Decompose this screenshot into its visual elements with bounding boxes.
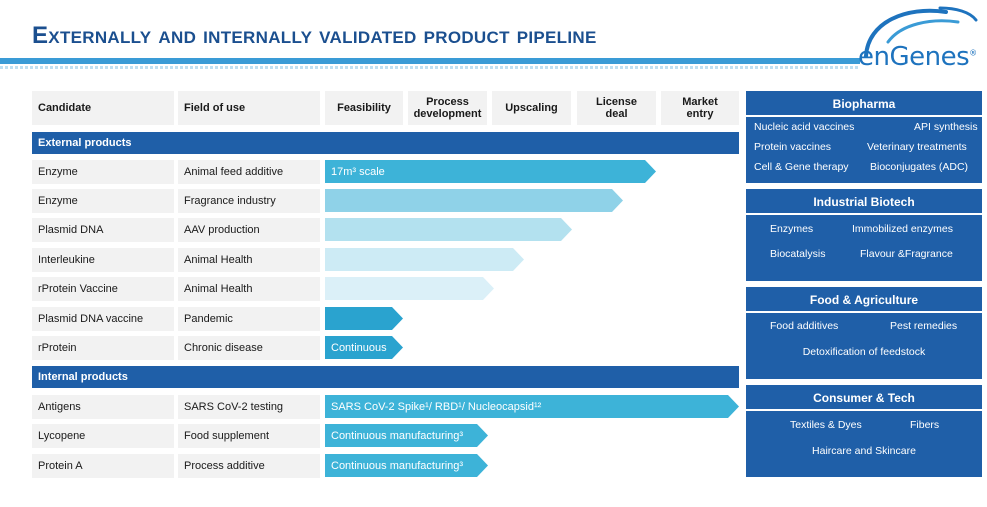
row-10-candidate: Protein A xyxy=(32,454,174,478)
biopharma-item: Nucleic acid vaccines xyxy=(754,121,855,133)
row-4-field: Animal Health xyxy=(178,248,320,272)
row-10-progress-arrow: Continuous manufacturing³ xyxy=(325,454,488,477)
biopharma-item: Bioconjugates (ADC) xyxy=(870,161,969,173)
industrial-item: Biocatalysis xyxy=(770,248,826,260)
row-5-field: Animal Health xyxy=(178,277,320,301)
row-5-candidate: rProtein Vaccine xyxy=(32,277,174,301)
row-2-progress-arrow xyxy=(325,189,623,212)
row-7-candidate: rProtein xyxy=(32,336,174,360)
header-field-of-use: Field of use xyxy=(178,91,320,125)
panel-industrial-divider xyxy=(746,213,982,215)
header-upscaling: Upscaling xyxy=(492,91,571,125)
row-4-progress-arrow xyxy=(325,248,524,271)
header-license-deal: License deal xyxy=(577,91,656,125)
section-internal-products: Internal products xyxy=(32,366,739,388)
row-6-progress-arrow xyxy=(325,307,403,330)
engenes-logo-icon xyxy=(864,6,978,58)
section-external-products: External products xyxy=(32,132,739,154)
title-underline-dotted xyxy=(0,66,860,69)
row-7-field: Chronic disease xyxy=(178,336,320,360)
row-4-candidate: Interleukine xyxy=(32,248,174,272)
row-2-candidate: Enzyme xyxy=(32,189,174,213)
header-market-entry: Market entry xyxy=(661,91,739,125)
panel-consumer-tech: Consumer & Tech Textiles & Dyes Fibers H… xyxy=(746,385,982,477)
panel-food-title: Food & Agriculture xyxy=(809,293,919,307)
food-item: Detoxification of feedstock xyxy=(802,346,926,358)
panel-industrial-biotech: Industrial Biotech Enzymes Immobilized e… xyxy=(746,189,982,281)
food-item: Pest remedies xyxy=(890,320,958,332)
row-7-progress-arrow: Continuous xyxy=(325,336,403,359)
slide-title: Externally and internally validated prod… xyxy=(32,22,597,49)
panel-food-divider xyxy=(746,311,982,313)
row-2-field: Fragrance industry xyxy=(178,189,320,213)
industrial-item: Immobilized enzymes xyxy=(852,223,953,235)
row-9-candidate: Lycopene xyxy=(32,424,174,448)
biopharma-item: Veterinary treatments xyxy=(867,141,967,153)
row-10-field: Process additive xyxy=(178,454,320,478)
panel-biopharma-title: Biopharma xyxy=(832,97,896,111)
biopharma-item: Cell & Gene therapy xyxy=(754,161,849,173)
industrial-item: Enzymes xyxy=(770,223,814,235)
row-8-progress-arrow: SARS CoV-2 Spike¹/ RBD¹/ Nucleocapsid¹² xyxy=(325,395,739,418)
consumer-item: Textiles & Dyes xyxy=(790,419,862,431)
food-item: Food additives xyxy=(770,320,839,332)
panel-food-agriculture: Food & Agriculture Food additives Pest r… xyxy=(746,287,982,379)
row-6-field: Pandemic xyxy=(178,307,320,331)
row-9-field: Food supplement xyxy=(178,424,320,448)
panel-biopharma: Biopharma Nucleic acid vaccines API synt… xyxy=(746,91,982,183)
row-1-field: Animal feed additive xyxy=(178,160,320,184)
row-3-progress-arrow xyxy=(325,218,572,241)
biopharma-item: Protein vaccines xyxy=(754,141,832,153)
header-process-development: Process development xyxy=(408,91,487,125)
panel-industrial-title: Industrial Biotech xyxy=(813,195,915,209)
logo-wordmark: enGenes® xyxy=(858,42,977,72)
industrial-item: Flavour &Fragrance xyxy=(860,248,953,260)
biopharma-item: API synthesis xyxy=(914,121,978,133)
header-candidate: Candidate xyxy=(32,91,174,125)
row-8-candidate: Antigens xyxy=(32,395,174,419)
header-feasibility: Feasibility xyxy=(325,91,403,125)
consumer-item: Haircare and Skincare xyxy=(812,445,916,457)
row-8-field: SARS CoV-2 testing xyxy=(178,395,320,419)
row-1-progress-arrow: 17m³ scale xyxy=(325,160,656,183)
panel-biopharma-divider xyxy=(746,115,982,117)
panel-consumer-divider xyxy=(746,409,982,411)
consumer-item: Fibers xyxy=(910,419,940,431)
row-5-progress-arrow xyxy=(325,277,494,300)
row-9-progress-arrow: Continuous manufacturing³ xyxy=(325,424,488,447)
title-underline xyxy=(0,58,860,64)
row-3-candidate: Plasmid DNA xyxy=(32,218,174,242)
row-6-candidate: Plasmid DNA vaccine xyxy=(32,307,174,331)
row-3-field: AAV production xyxy=(178,218,320,242)
row-1-candidate: Enzyme xyxy=(32,160,174,184)
panel-consumer-title: Consumer & Tech xyxy=(813,391,915,405)
